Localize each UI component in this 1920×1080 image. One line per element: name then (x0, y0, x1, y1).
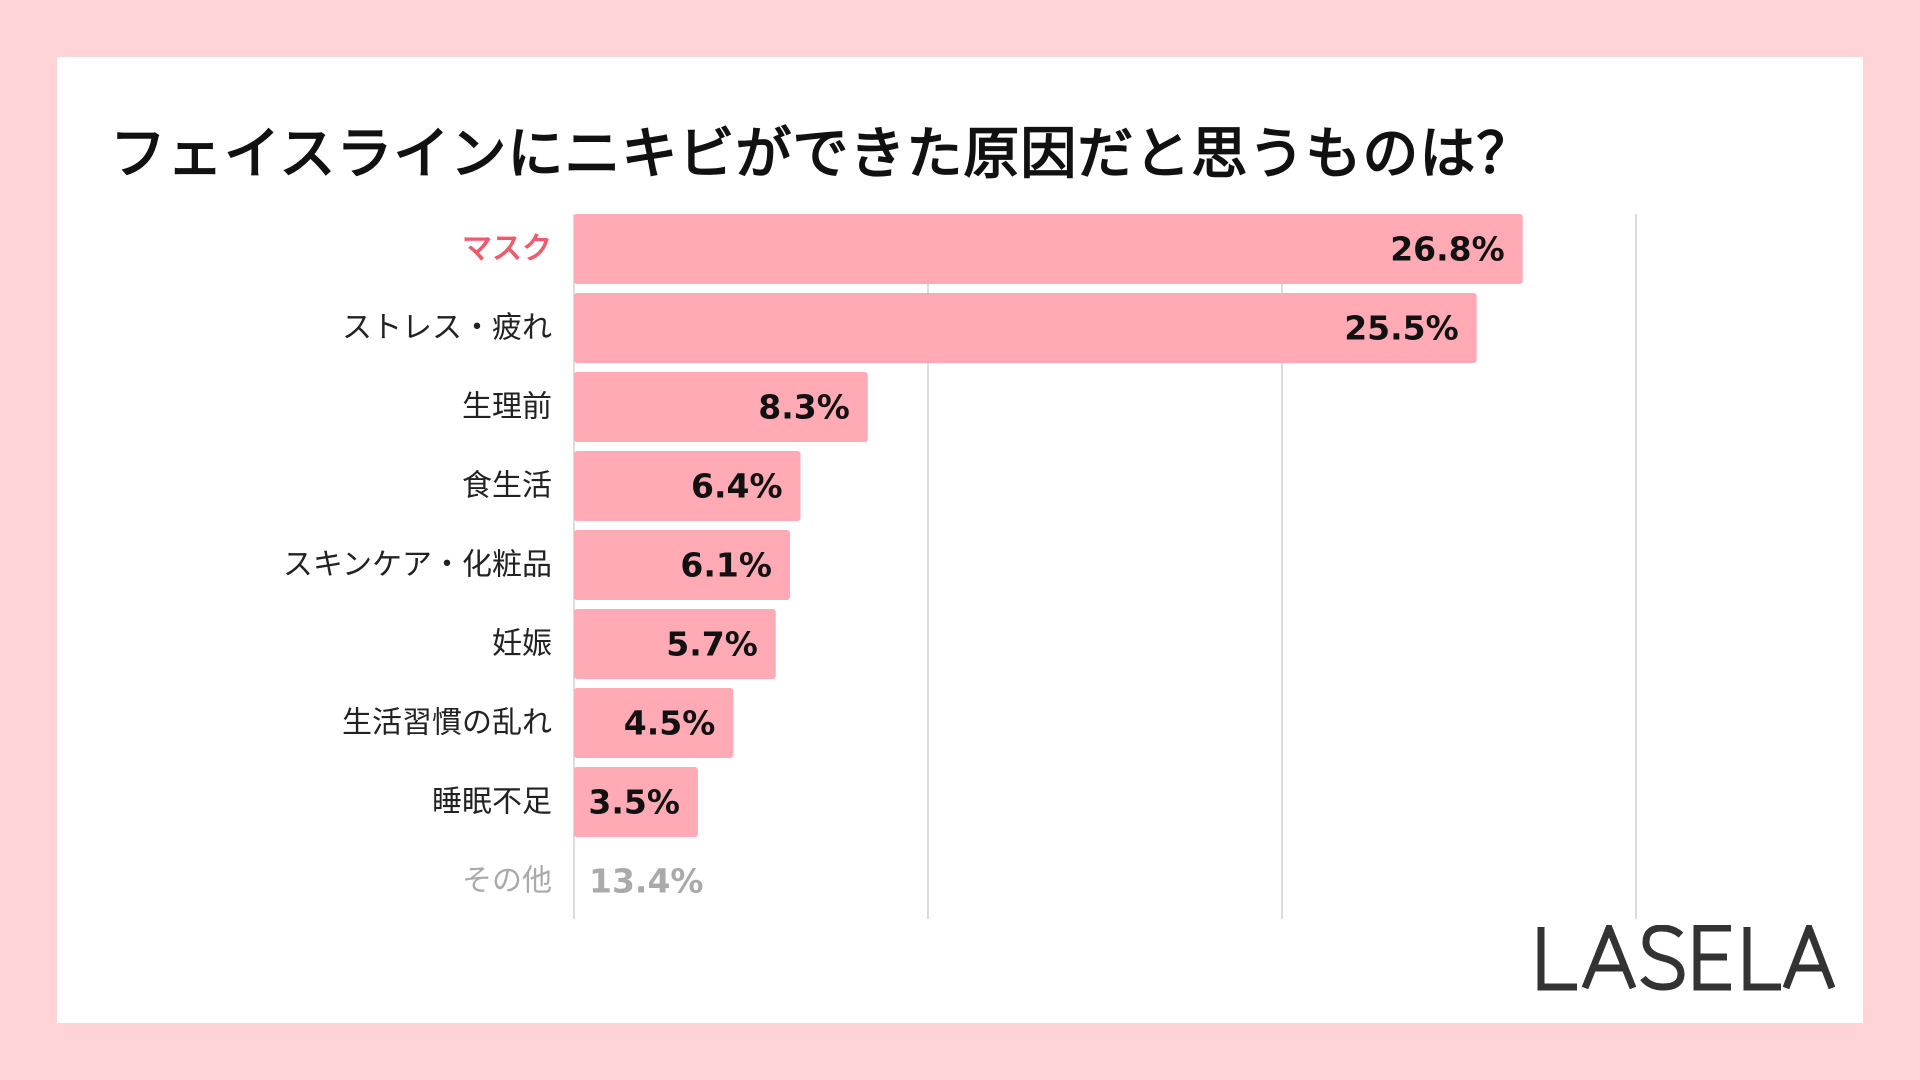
category-label: その他 (462, 864, 552, 899)
value-label: 6.1% (680, 546, 772, 585)
category-label: スキンケア・化粧品 (283, 548, 552, 583)
value-label: 3.5% (588, 783, 680, 822)
chart-card: フェイスラインにニキビができた原因だと思うものは？ マスク 26.8% ストレス・疲… (57, 57, 1863, 1023)
category-label: 生理前 (462, 390, 552, 425)
value-label: 4.5% (624, 704, 716, 743)
value-label: 25.5% (1344, 309, 1459, 348)
bar (574, 293, 1477, 363)
bar (574, 609, 776, 679)
bar (574, 767, 698, 837)
category-label: 睡眠不足 (432, 785, 552, 820)
bar (574, 372, 868, 442)
lasela-logo (1537, 925, 1835, 991)
chart-title: フェイスラインにニキビができた原因だと思うものは？ (110, 122, 1534, 187)
category-label: 生活習慣の乱れ (342, 706, 552, 741)
bar (574, 451, 801, 521)
bar-chart: マスク 26.8% ストレス・疲れ 25.5% 生理前 8.3% 食生活 6.4% スキンケア・… (283, 214, 1637, 919)
category-label: 食生活 (462, 469, 552, 504)
value-label: 26.8% (1390, 230, 1505, 269)
value-label: 5.7% (666, 625, 758, 664)
value-label: 6.4% (691, 467, 783, 506)
category-label: 妊娠 (492, 627, 552, 662)
bar (574, 530, 790, 600)
value-label: 8.3% (758, 388, 850, 427)
bar (574, 688, 734, 758)
category-label: マスク (462, 232, 552, 267)
bar (574, 214, 1523, 284)
value-label: 13.4% (589, 862, 704, 901)
category-label: ストレス・疲れ (342, 311, 552, 346)
